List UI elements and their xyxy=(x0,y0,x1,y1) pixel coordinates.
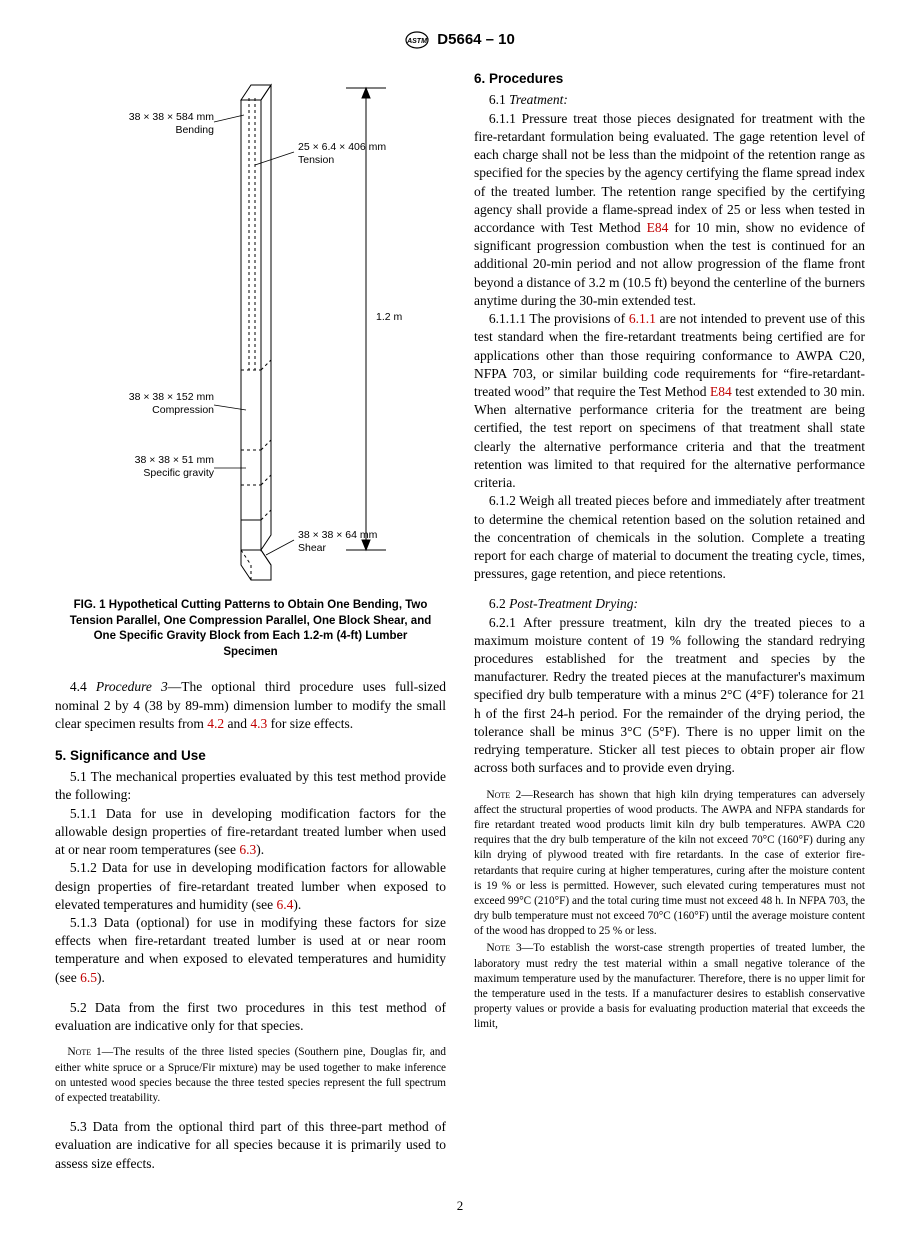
para-5-1-1: 5.1.1 Data for use in developing modific… xyxy=(55,805,446,860)
para-5-2: 5.2 Data from the first two procedures i… xyxy=(55,999,446,1035)
fig-shear-name: Shear xyxy=(298,542,327,554)
fig-bending-name: Bending xyxy=(175,124,214,136)
xref-4-3[interactable]: 4.3 xyxy=(250,716,267,731)
fig-tension-dim: 25 × 6.4 × 406 mm xyxy=(298,141,386,153)
astm-logo-icon: ASTM xyxy=(405,31,429,49)
fig-bending-dim: 38 × 38 × 584 mm xyxy=(128,111,213,123)
note-1: Note 1—The results of the three listed s… xyxy=(55,1045,446,1106)
figure-1: 1.2 m 38 × 38 × 584 mm Bending 38 × 38 ×… xyxy=(55,70,446,660)
xref-6-1-1[interactable]: 6.1.1 xyxy=(629,311,656,326)
doc-header: ASTM D5664 – 10 xyxy=(55,30,865,50)
fig-shear-dim: 38 × 38 × 64 mm xyxy=(298,529,378,541)
svg-text:ASTM: ASTM xyxy=(406,38,427,45)
fig-overall-dim: 1.2 m xyxy=(376,311,403,323)
para-5-1-2: 5.1.2 Data for use in developing modific… xyxy=(55,859,446,914)
xref-e84-a[interactable]: E84 xyxy=(647,220,669,235)
fig-comp-dim: 38 × 38 × 152 mm xyxy=(128,391,213,403)
left-column: 1.2 m 38 × 38 × 584 mm Bending 38 × 38 ×… xyxy=(55,70,446,1173)
para-6-2-1: 6.2.1 After pressure treatment, kiln dry… xyxy=(474,614,865,778)
note-1-label: Note 1— xyxy=(67,1046,113,1058)
note-2: Note 2—Research has shown that high kiln… xyxy=(474,788,865,940)
xref-6-5[interactable]: 6.5 xyxy=(80,970,97,985)
para-5-3: 5.3 Data from the optional third part of… xyxy=(55,1118,446,1173)
doc-designation: D5664 – 10 xyxy=(437,31,515,48)
xref-4-2[interactable]: 4.2 xyxy=(207,716,224,731)
page-number: 2 xyxy=(55,1197,865,1215)
note-3-label: Note 3— xyxy=(486,942,533,954)
para-4-4: 4.4 Procedure 3—The optional third proce… xyxy=(55,678,446,733)
para-6-1-2: 6.1.2 Weigh all treated pieces before an… xyxy=(474,492,865,583)
figure-1-diagram: 1.2 m 38 × 38 × 584 mm Bending 38 × 38 ×… xyxy=(66,70,436,590)
fig-sg-dim: 38 × 38 × 51 mm xyxy=(134,454,214,466)
section-5-heading: 5. Significance and Use xyxy=(55,747,446,765)
fig-comp-name: Compression xyxy=(152,404,214,416)
para-6-1-1: 6.1.1 Pressure treat those pieces design… xyxy=(474,110,865,310)
note-3: Note 3—To establish the worst-case stren… xyxy=(474,941,865,1032)
para-6-2: 6.2 Post-Treatment Drying: xyxy=(474,595,865,613)
right-column: 6. Procedures 6.1 Treatment: 6.1.1 Press… xyxy=(474,70,865,1173)
xref-6-3[interactable]: 6.3 xyxy=(239,842,256,857)
fig-tension-name: Tension xyxy=(298,154,334,166)
para-5-1-3: 5.1.3 Data (optional) for use in modifyi… xyxy=(55,914,446,987)
xref-6-4[interactable]: 6.4 xyxy=(277,897,294,912)
para-5-1: 5.1 The mechanical properties evaluated … xyxy=(55,768,446,804)
xref-e84-b[interactable]: E84 xyxy=(710,384,732,399)
fig-sg-name: Specific gravity xyxy=(143,467,214,479)
section-6-heading: 6. Procedures xyxy=(474,70,865,88)
para-6-1: 6.1 Treatment: xyxy=(474,91,865,109)
note-2-label: Note 2— xyxy=(486,789,532,801)
para-6-1-1-1: 6.1.1.1 The provisions of 6.1.1 are not … xyxy=(474,310,865,492)
figure-1-caption: FIG. 1 Hypothetical Cutting Patterns to … xyxy=(55,598,446,660)
two-column-layout: 1.2 m 38 × 38 × 584 mm Bending 38 × 38 ×… xyxy=(55,70,865,1173)
